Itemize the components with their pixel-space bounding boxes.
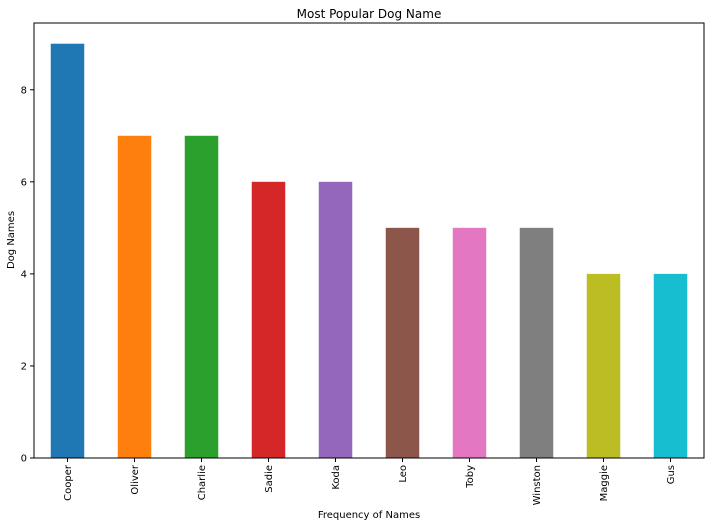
bar-oliver <box>117 135 152 458</box>
x-tick-label: Toby <box>465 465 476 489</box>
bar-leo <box>385 227 420 458</box>
bar-maggie <box>586 273 621 458</box>
y-tick-label: 2 <box>21 361 27 372</box>
plot-frame <box>33 22 705 459</box>
x-tick-label: Leo <box>398 465 409 483</box>
y-tick-label: 6 <box>21 177 27 188</box>
y-axis-label: Dog Names <box>6 211 17 269</box>
bar-gus <box>653 273 688 458</box>
x-tick-label: Maggie <box>599 465 610 501</box>
x-tick-label: Sadie <box>264 465 275 493</box>
x-tick-label: Winston <box>532 465 543 505</box>
bar-charlie <box>184 135 219 458</box>
bar-toby <box>452 227 487 458</box>
x-axis-label: Frequency of Names <box>318 510 420 521</box>
y-tick-label: 0 <box>21 454 27 465</box>
y-axis-ticks: 0 2 4 6 8 <box>21 85 34 465</box>
bar-cooper <box>50 43 85 459</box>
x-tick-label: Oliver <box>130 464 141 494</box>
bar-koda <box>318 181 353 458</box>
bar-winston <box>519 227 554 458</box>
x-axis-ticks: Cooper Oliver Charlie Sadie Koda Leo Toby Winst… <box>63 458 677 505</box>
x-tick-label: Cooper <box>63 464 74 501</box>
x-tick-label: Gus <box>666 465 677 484</box>
axes-layer <box>33 22 705 459</box>
y-tick-label: 4 <box>21 269 27 280</box>
x-tick-label: Charlie <box>197 465 208 500</box>
x-tick-label: Koda <box>331 465 342 490</box>
bars-layer <box>50 43 688 459</box>
y-tick-label: 8 <box>21 85 27 96</box>
bar-sadie <box>251 181 286 458</box>
chart-title: Most Popular Dog Name <box>297 7 442 21</box>
